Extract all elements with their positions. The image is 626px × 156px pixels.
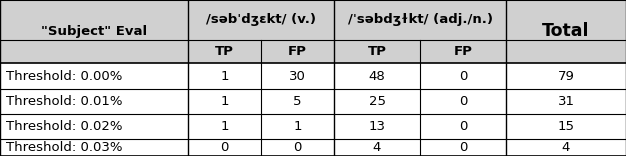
Text: 1: 1 bbox=[220, 95, 228, 108]
Text: /ˈsəbdʒɫkt/ (adj./n.): /ˈsəbdʒɫkt/ (adj./n.) bbox=[347, 14, 493, 27]
Text: TP: TP bbox=[367, 45, 386, 58]
Text: "Subject" Eval: "Subject" Eval bbox=[41, 25, 147, 38]
Text: 30: 30 bbox=[289, 70, 306, 83]
Text: Total: Total bbox=[542, 22, 590, 41]
Text: 0: 0 bbox=[220, 141, 228, 154]
Text: 13: 13 bbox=[369, 120, 386, 133]
Text: 4: 4 bbox=[373, 141, 381, 154]
Text: 0: 0 bbox=[459, 141, 467, 154]
Text: 0: 0 bbox=[459, 120, 467, 133]
Text: 1: 1 bbox=[220, 70, 228, 83]
Text: 79: 79 bbox=[558, 70, 575, 83]
Text: Threshold: 0.03%: Threshold: 0.03% bbox=[6, 141, 123, 154]
Text: 1: 1 bbox=[220, 120, 228, 133]
Bar bbox=[0, 0, 626, 40]
Text: FP: FP bbox=[288, 45, 307, 58]
Text: 0: 0 bbox=[294, 141, 302, 154]
Text: Threshold: 0.02%: Threshold: 0.02% bbox=[6, 120, 123, 133]
Text: 15: 15 bbox=[558, 120, 575, 133]
Text: 0: 0 bbox=[459, 70, 467, 83]
Text: 48: 48 bbox=[369, 70, 386, 83]
Text: Threshold: 0.00%: Threshold: 0.00% bbox=[6, 70, 122, 83]
Text: 25: 25 bbox=[369, 95, 386, 108]
Text: /səbˈdʒɛkt/ (v.): /səbˈdʒɛkt/ (v.) bbox=[206, 14, 316, 27]
Text: TP: TP bbox=[215, 45, 234, 58]
Text: 31: 31 bbox=[558, 95, 575, 108]
Text: 5: 5 bbox=[293, 95, 302, 108]
Text: FP: FP bbox=[454, 45, 473, 58]
Text: 0: 0 bbox=[459, 95, 467, 108]
Bar bbox=[0, 40, 626, 63]
Text: Threshold: 0.01%: Threshold: 0.01% bbox=[6, 95, 123, 108]
Text: 4: 4 bbox=[562, 141, 570, 154]
Text: 1: 1 bbox=[293, 120, 302, 133]
